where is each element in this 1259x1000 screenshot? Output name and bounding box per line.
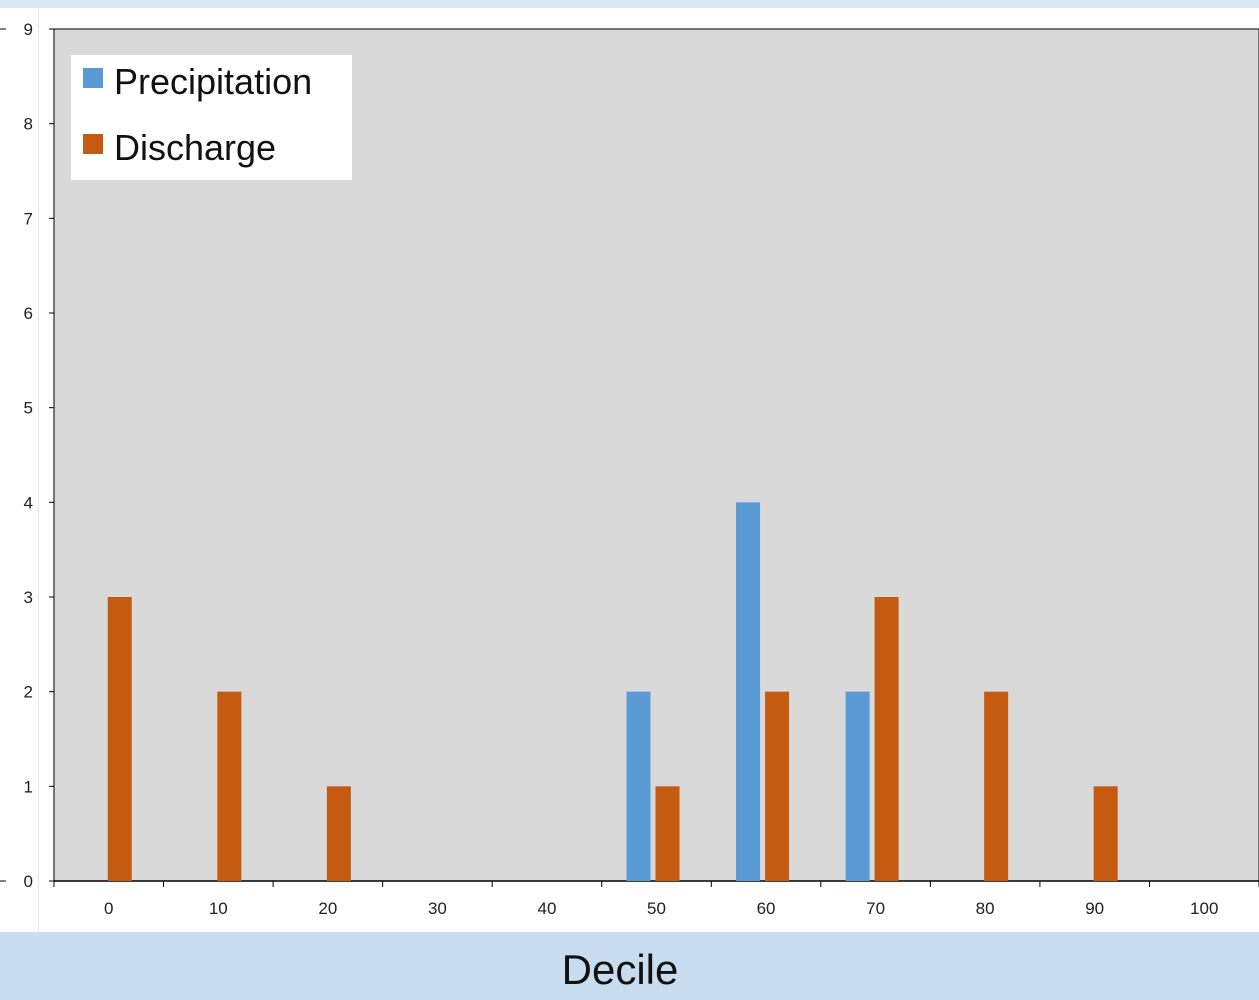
- x-tick-label: 20: [318, 899, 337, 918]
- discharge-bar: [217, 691, 242, 881]
- y-tick-label: 2: [24, 683, 33, 702]
- y-tick-label: 1: [24, 777, 33, 796]
- y-axis-panel: [0, 8, 39, 932]
- discharge-bar: [984, 691, 1009, 881]
- discharge-bar: [1093, 786, 1118, 881]
- legend-box: [71, 55, 352, 180]
- precipitation-legend-label: Precipitation: [114, 61, 312, 102]
- y-tick-label: 7: [24, 209, 33, 228]
- precipitation-bar: [626, 691, 651, 881]
- discharge-legend-swatch: [83, 134, 103, 154]
- y-tick-label: 8: [24, 115, 33, 134]
- x-tick-label: 60: [757, 899, 776, 918]
- x-tick-label: 40: [537, 899, 556, 918]
- legend: Precipitation Discharge: [71, 55, 352, 180]
- x-tick-label: 0: [104, 899, 113, 918]
- x-tick-label: 30: [428, 899, 447, 918]
- y-tick-label: 9: [24, 20, 33, 39]
- bars: [107, 502, 1118, 881]
- top-strip: [0, 0, 1259, 8]
- y-tick-label: 3: [24, 588, 33, 607]
- precipitation-legend-swatch: [83, 68, 103, 88]
- precipitation-bar: [845, 691, 870, 881]
- discharge-legend-label: Discharge: [114, 127, 276, 168]
- discharge-bar: [655, 786, 680, 881]
- y-axis-ticks: 0 1 2 3 4 5 6 7 8 9: [0, 20, 55, 891]
- discharge-bar: [326, 786, 351, 881]
- y-tick-label: 6: [24, 304, 33, 323]
- y-tick-label: 4: [24, 493, 33, 512]
- x-tick-label: 80: [976, 899, 995, 918]
- discharge-bar: [107, 597, 132, 881]
- discharge-bar: [874, 597, 899, 881]
- x-tick-label: 70: [866, 899, 885, 918]
- x-tick-label: 10: [209, 899, 228, 918]
- x-tick-label: 90: [1085, 899, 1104, 918]
- x-axis-ticks: 0 10 20 30 40 50 60 70 80 90 100: [53, 880, 1259, 918]
- x-axis-label: Decile: [561, 946, 679, 993]
- precipitation-bar: [736, 502, 761, 881]
- y-tick-label: 0: [24, 872, 33, 891]
- y-tick-label: 5: [24, 399, 33, 418]
- discharge-bar: [765, 691, 790, 881]
- x-tick-label: 50: [647, 899, 666, 918]
- x-tick-label: 100: [1190, 899, 1218, 918]
